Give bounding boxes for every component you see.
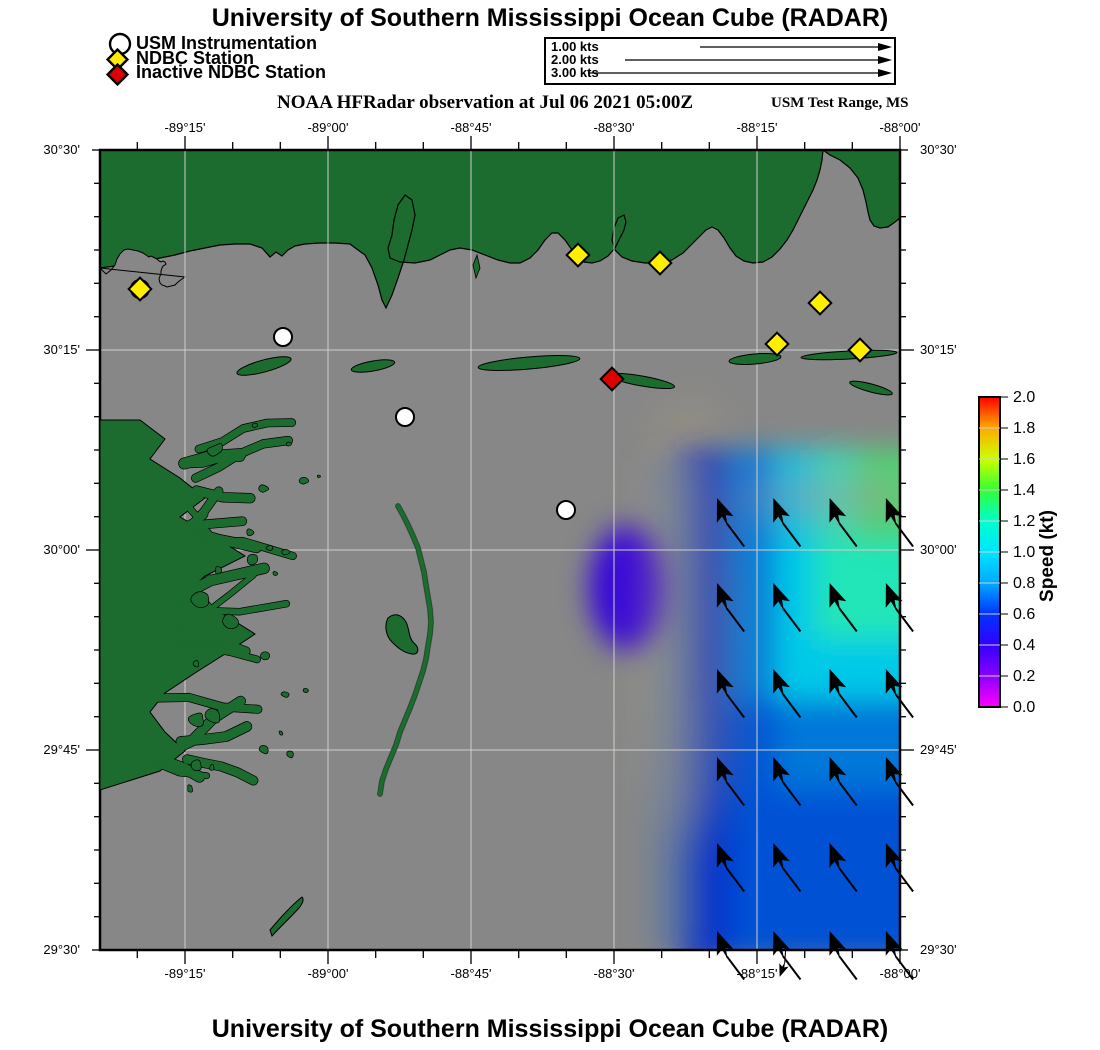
svg-text:0.2: 0.2	[1013, 668, 1035, 685]
svg-text:-88°45': -88°45'	[451, 966, 492, 981]
svg-text:30°15': 30°15'	[920, 342, 957, 357]
svg-text:1.4: 1.4	[1013, 482, 1035, 499]
svg-text:30°15': 30°15'	[43, 342, 80, 357]
svg-text:1.2: 1.2	[1013, 513, 1035, 530]
svg-text:-88°00': -88°00'	[880, 120, 921, 135]
svg-text:-89°15': -89°15'	[165, 966, 206, 981]
svg-text:29°30': 29°30'	[920, 942, 957, 957]
svg-text:30°00': 30°00'	[43, 542, 80, 557]
svg-text:2.0: 2.0	[1013, 389, 1035, 406]
svg-text:-89°00': -89°00'	[308, 120, 349, 135]
svg-text:0.0: 0.0	[1013, 699, 1035, 716]
svg-text:1.6: 1.6	[1013, 451, 1035, 468]
svg-text:-89°15': -89°15'	[165, 120, 206, 135]
svg-text:29°30': 29°30'	[43, 942, 80, 957]
svg-text:-88°30': -88°30'	[594, 966, 635, 981]
svg-text:1.8: 1.8	[1013, 420, 1035, 437]
svg-text:30°30': 30°30'	[43, 142, 80, 157]
svg-text:0.8: 0.8	[1013, 575, 1035, 592]
svg-text:29°45': 29°45'	[43, 742, 80, 757]
svg-text:30°00': 30°00'	[920, 542, 957, 557]
svg-text:Speed (kt): Speed (kt)	[1037, 510, 1058, 602]
svg-text:0.4: 0.4	[1013, 637, 1035, 654]
svg-text:30°30': 30°30'	[920, 142, 957, 157]
svg-text:-88°15': -88°15'	[737, 120, 778, 135]
svg-text:-88°00': -88°00'	[880, 966, 921, 981]
svg-text:-88°45': -88°45'	[451, 120, 492, 135]
svg-text:0.6: 0.6	[1013, 606, 1035, 623]
svg-text:-88°30': -88°30'	[594, 120, 635, 135]
svg-text:29°45': 29°45'	[920, 742, 957, 757]
svg-text:-89°00': -89°00'	[308, 966, 349, 981]
svg-text:1.0: 1.0	[1013, 544, 1035, 561]
